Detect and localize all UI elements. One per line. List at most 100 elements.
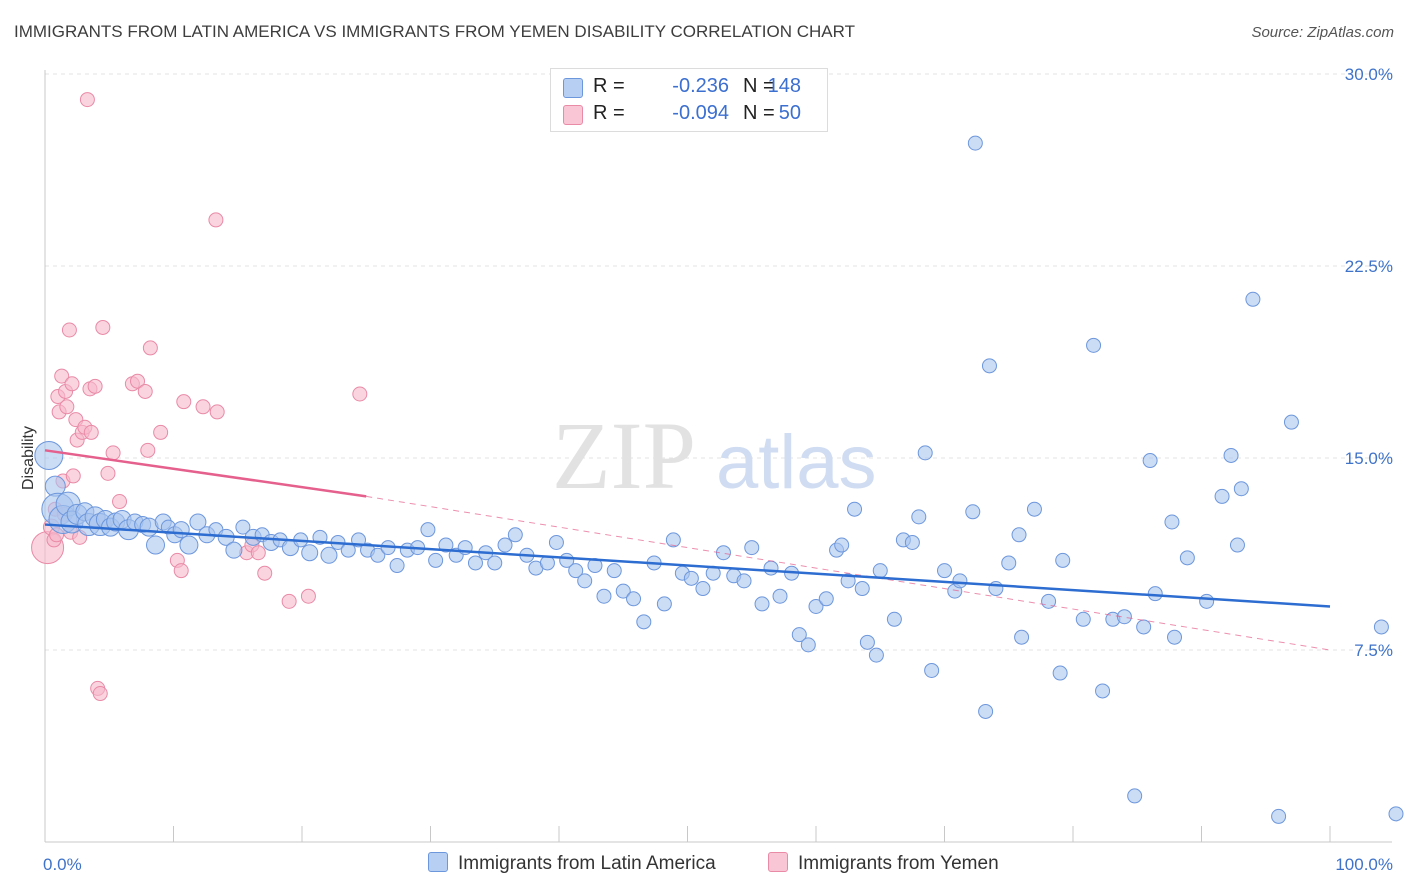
- watermark-zip: ZIP: [552, 402, 696, 509]
- watermark-atlas: atlas: [716, 420, 877, 505]
- y-tick-label: 15.0%: [1345, 449, 1393, 468]
- yemen-point: [92, 686, 108, 702]
- tick-labels: 7.5% 15.0% 22.5% 30.0% 0.0% 100.0%: [43, 65, 1393, 874]
- legend-item-yemen[interactable]: Immigrants from Yemen: [768, 852, 999, 876]
- latin-america-point: [791, 627, 807, 643]
- y-tick-label: 22.5%: [1345, 257, 1393, 276]
- latin-america-point: [606, 563, 622, 579]
- yemen-point: [250, 545, 266, 561]
- yemen-point: [137, 383, 153, 399]
- yemen-point: [61, 322, 77, 338]
- latin-america-point: [1245, 291, 1261, 307]
- latin-america-point: [1271, 808, 1287, 824]
- latin-america-point: [952, 573, 968, 589]
- latin-america-point: [179, 535, 199, 555]
- yemen-point: [209, 404, 225, 420]
- latin-america-point: [1147, 586, 1163, 602]
- latin-america-point: [1127, 788, 1143, 804]
- gridlines: [45, 73, 1392, 651]
- latin-america-point: [320, 546, 338, 564]
- legend-label: Immigrants from Latin America: [458, 853, 716, 874]
- x-tick-label: 0.0%: [43, 855, 82, 874]
- n-label: N =: [743, 75, 775, 97]
- yemen-point: [64, 376, 80, 392]
- pink-swatch: [563, 105, 583, 125]
- latin-america-point: [967, 135, 983, 151]
- latin-america-point: [636, 614, 652, 630]
- trend-lines: [44, 449, 1331, 651]
- latin-america-point: [917, 445, 933, 461]
- r-label: R =: [593, 102, 625, 124]
- n-value: 50: [778, 102, 801, 124]
- latin-america-point: [695, 581, 711, 597]
- latin-america-point: [854, 581, 870, 597]
- yemen-point: [173, 563, 189, 579]
- latin-america-point: [772, 588, 788, 604]
- latin-america-point: [886, 611, 902, 627]
- latin-america-point: [924, 662, 940, 678]
- yemen-point: [140, 442, 156, 458]
- latin-america-point: [1116, 609, 1132, 625]
- n-value: 148: [767, 75, 801, 97]
- latin-america-point: [189, 513, 207, 531]
- latin-america-point: [1373, 619, 1389, 635]
- latin-america-point: [1136, 619, 1152, 635]
- latin-america-point: [438, 537, 454, 553]
- latin-america-point: [736, 573, 752, 589]
- correlation-legend: R = -0.236 N = 148 R = -0.094 N = 50: [550, 68, 828, 132]
- latin-america-point: [428, 552, 444, 568]
- yemen-point: [79, 92, 95, 108]
- latin-america-point: [1011, 527, 1027, 543]
- latin-america-point: [389, 558, 405, 574]
- latin-america-point: [754, 596, 770, 612]
- yemen-point: [59, 399, 75, 415]
- chart-title: IMMIGRANTS FROM LATIN AMERICA VS IMMIGRA…: [14, 22, 855, 41]
- latin-america-point: [911, 509, 927, 525]
- yemen-point: [153, 424, 169, 440]
- latin-america-point: [800, 637, 816, 653]
- latin-america-point: [808, 598, 824, 614]
- r-label: R =: [593, 75, 625, 97]
- latin-america-point: [1214, 488, 1230, 504]
- yemen-point: [195, 399, 211, 415]
- latin-america-point: [818, 591, 834, 607]
- latin-america-point: [868, 647, 884, 663]
- yemen-point: [54, 368, 70, 384]
- latin-america-point: [978, 703, 994, 719]
- latin-america-point: [665, 532, 681, 548]
- latin-america-point: [596, 588, 612, 604]
- latin-america-point: [615, 583, 631, 599]
- latin-america-point: [1086, 337, 1102, 353]
- latin-america-point: [146, 535, 166, 555]
- latin-america-point: [548, 534, 564, 550]
- latin-america-point: [847, 501, 863, 517]
- latin-america-point: [1026, 501, 1042, 517]
- latin-america-point: [1179, 550, 1195, 566]
- yemen-point: [300, 588, 316, 604]
- watermark: ZIP atlas: [552, 402, 877, 509]
- legend-item-latin-america[interactable]: Immigrants from Latin America: [428, 852, 716, 876]
- latin-america-point: [1233, 481, 1249, 497]
- latin-america-point: [1014, 629, 1030, 645]
- latin-america-point: [1199, 593, 1215, 609]
- r-value: -0.236: [672, 75, 729, 97]
- latin-america-point: [507, 527, 523, 543]
- yemen-point: [112, 494, 128, 510]
- source-label: Source: ZipAtlas.com: [1251, 24, 1394, 41]
- latin-america-point: [872, 563, 888, 579]
- yemen-point: [130, 373, 146, 389]
- latin-america-point: [744, 540, 760, 556]
- latin-america-point: [981, 358, 997, 374]
- latin-america-point: [937, 563, 952, 579]
- yemen-point: [352, 386, 368, 402]
- yemen-point: [83, 424, 99, 440]
- latin-america-point: [301, 544, 319, 562]
- latin-america-point: [1388, 806, 1404, 822]
- latin-america-point: [1142, 453, 1158, 469]
- yemen-point: [176, 394, 192, 410]
- latin-america-point: [904, 534, 920, 550]
- latin-america-point: [467, 555, 483, 571]
- latin-america-point: [1167, 629, 1183, 645]
- latin-america-point: [656, 596, 672, 612]
- latin-america-point: [763, 560, 779, 576]
